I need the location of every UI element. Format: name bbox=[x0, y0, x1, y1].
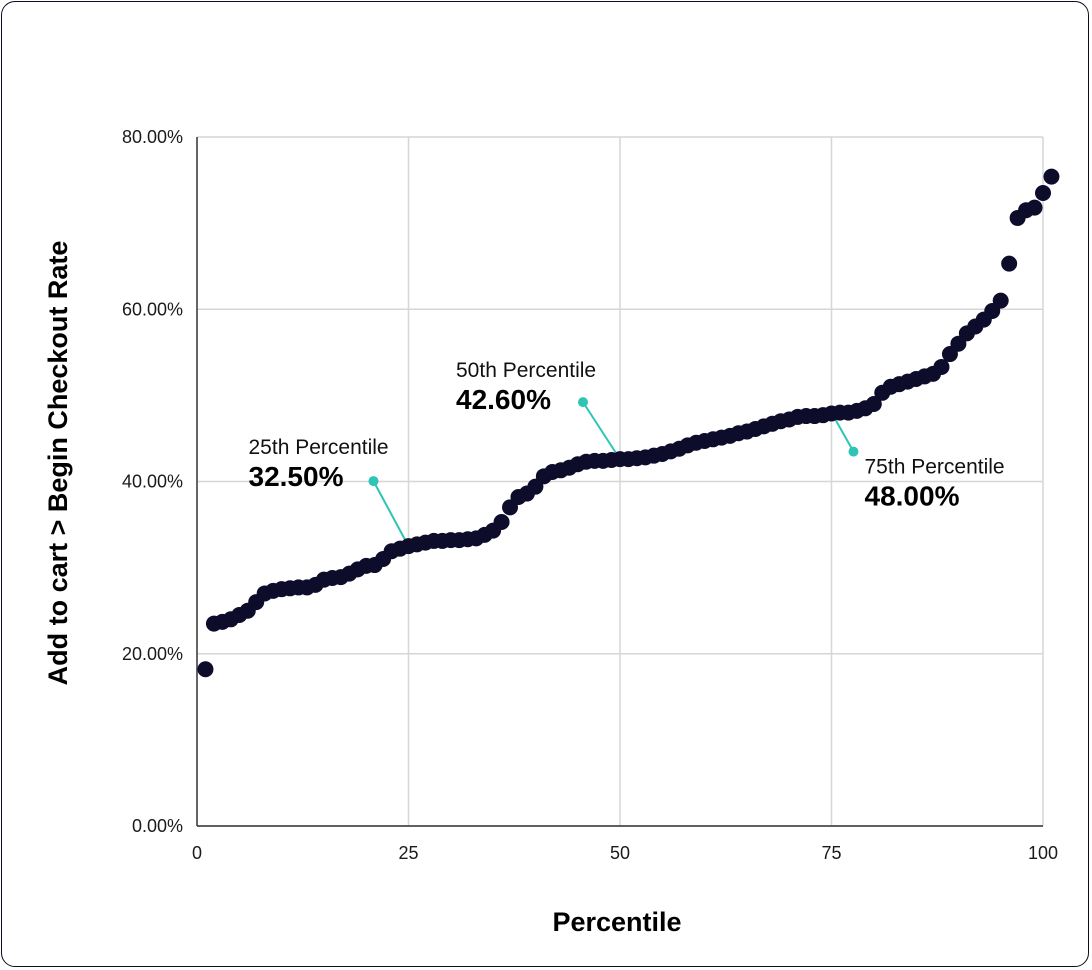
annotation-leader-line bbox=[372, 480, 410, 547]
annotation-label: 75th Percentile bbox=[865, 456, 1005, 479]
data-point bbox=[933, 358, 950, 375]
x-tick-label: 75 bbox=[821, 843, 841, 863]
y-tick-label: 60.00% bbox=[122, 299, 183, 319]
annotation-anchor-dot bbox=[368, 476, 379, 487]
data-point bbox=[865, 395, 882, 412]
data-point bbox=[1026, 199, 1043, 216]
data-point bbox=[493, 513, 510, 530]
data-point bbox=[992, 292, 1009, 309]
y-tick-label: 80.00% bbox=[122, 127, 183, 147]
annotation-value: 48.00% bbox=[865, 481, 960, 512]
annotation-value: 32.50% bbox=[249, 461, 344, 492]
y-tick-labels: 0.00% 20.00% 40.00% 60.00% 80.00% bbox=[122, 127, 183, 836]
data-point bbox=[197, 661, 214, 678]
annotation-label: 25th Percentile bbox=[249, 436, 389, 459]
x-axis-title: Percentile bbox=[552, 907, 681, 937]
y-tick-label: 40.00% bbox=[122, 472, 183, 492]
x-tick-label: 100 bbox=[1028, 843, 1058, 863]
annotation-label: 50th Percentile bbox=[456, 359, 596, 382]
data-point bbox=[1043, 168, 1060, 185]
y-axis-title: Add to cart > Begin Checkout Rate bbox=[43, 241, 73, 686]
x-tick-label: 50 bbox=[610, 843, 630, 863]
annotation-value: 42.60% bbox=[456, 384, 551, 415]
y-tick-label: 0.00% bbox=[132, 816, 183, 836]
x-tick-label: 25 bbox=[398, 843, 418, 863]
data-point bbox=[1001, 255, 1018, 272]
x-tick-labels: 0 25 50 75 100 bbox=[192, 843, 1058, 863]
annotation-anchor-dot bbox=[578, 397, 588, 408]
y-tick-label: 20.00% bbox=[122, 644, 183, 664]
data-points bbox=[197, 168, 1060, 678]
annotation-leader-line bbox=[582, 401, 621, 460]
annotation-anchor-dot bbox=[848, 446, 859, 457]
axes bbox=[196, 137, 1043, 827]
data-point bbox=[1035, 184, 1051, 201]
x-tick-label: 0 bbox=[192, 843, 202, 863]
